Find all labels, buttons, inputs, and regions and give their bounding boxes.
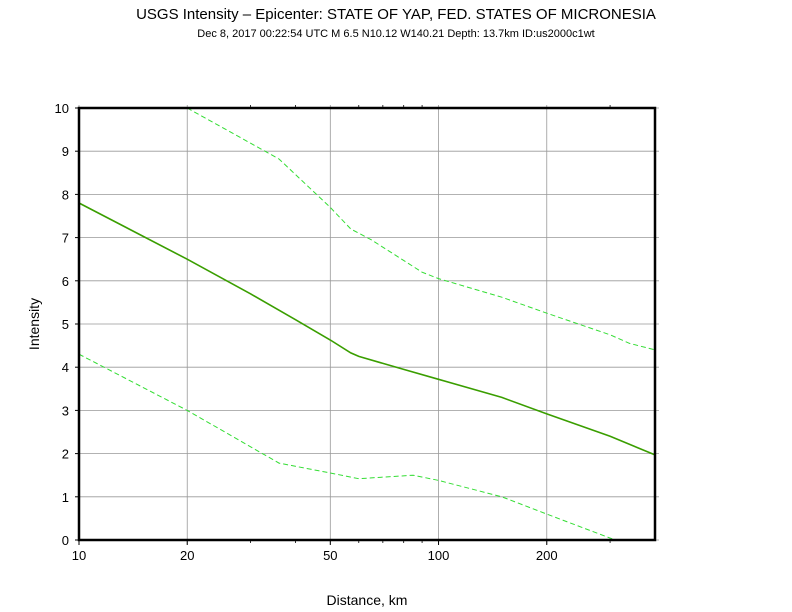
- y-tick-label: 5: [62, 317, 69, 332]
- y-axis-label: Intensity: [26, 298, 42, 350]
- y-tick-label: 2: [62, 447, 69, 462]
- y-tick-label: 9: [62, 144, 69, 159]
- y-tick-label: 1: [62, 490, 69, 505]
- y-tick-label: 3: [62, 403, 69, 418]
- x-axis-label: Distance, km: [327, 592, 408, 608]
- x-tick-label: 50: [323, 548, 337, 563]
- x-tick-label: 100: [428, 548, 450, 563]
- y-tick-label: 0: [62, 533, 69, 548]
- x-tick-label: 10: [72, 548, 86, 563]
- chart-title: USGS Intensity – Epicenter: STATE OF YAP…: [136, 6, 656, 23]
- y-tick-label: 10: [55, 101, 69, 116]
- y-tick-label: 8: [62, 187, 69, 202]
- y-tick-label: 4: [62, 360, 69, 375]
- plot-frame: [77, 106, 657, 542]
- chart-subtitle: Dec 8, 2017 00:22:54 UTC M 6.5 N10.12 W1…: [197, 28, 594, 40]
- x-tick-label: 20: [180, 548, 194, 563]
- y-tick-label: 7: [62, 231, 69, 246]
- median-intensity-line: [78, 202, 656, 456]
- x-tick-label: 200: [536, 548, 558, 563]
- y-tick-label: 6: [62, 274, 69, 289]
- uncertainty-bound-line-2: [78, 353, 616, 541]
- uncertainty-bound-line-1: [186, 107, 656, 351]
